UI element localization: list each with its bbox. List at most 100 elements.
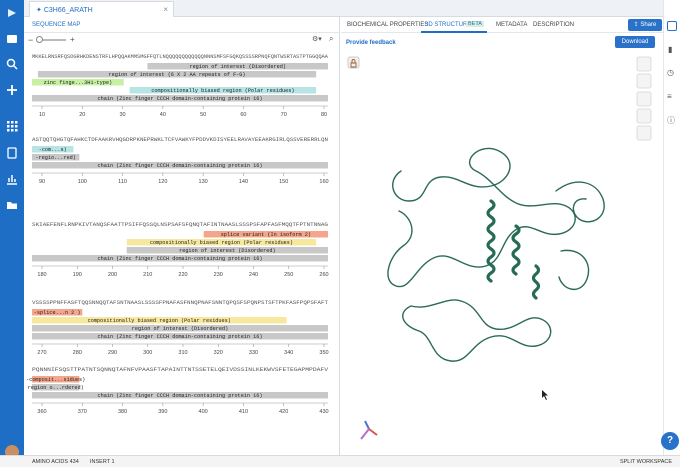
position-tick-label: 110 [118,179,127,185]
feature-label: region of interest (Disordered) [132,326,229,332]
position-tick-label: 290 [108,350,117,356]
properties-list-icon[interactable]: ≡ [667,92,672,101]
feature-label: compositionally biased region (Polar res… [151,88,294,94]
sequence-map-pane: SEQUENCE MAP − + ⚙▾ ⌕ MKKELRNSRFQSDGRHKD… [24,17,340,455]
download-button[interactable]: Download [615,36,655,48]
tab-description[interactable]: DESCRIPTION [533,22,575,28]
position-tick-label: 40 [160,112,166,118]
feature-annotation-grey[interactable] [126,247,328,254]
feature-annotation-grey[interactable] [32,392,328,399]
tab-metadata[interactable]: METADATA [496,22,528,28]
feature-annotation-grey[interactable] [32,384,80,391]
apps-grid-icon[interactable] [5,119,19,133]
notebook-icon[interactable] [5,146,19,160]
tab-biochemical-properties[interactable]: BIOCHEMICAL PROPERTIES [347,22,429,28]
focus-icon[interactable] [636,73,652,89]
protein-helices [486,199,541,300]
provide-feedback-link[interactable]: Provide feedback [346,40,396,46]
right-pane-tabs: BIOCHEMICAL PROPERTIES 3D STRUCTURE BETA… [341,17,663,33]
create-plus-icon[interactable] [5,83,19,97]
sequence-row: MKKELRNSRFQSDGRHKDENSTRFLHPQQAKMMSMGFFQT… [32,54,329,118]
feature-annotation-grey[interactable] [37,71,317,78]
feature-annotation-green[interactable] [32,79,124,86]
feature-annotation-teal[interactable] [32,146,74,153]
position-tick-label: 310 [178,350,187,356]
files-icon[interactable] [667,21,677,31]
lock-icon-glyph [350,59,357,68]
feature-label: region of interest (Disordered) [189,64,286,70]
inbox-icon[interactable] [5,32,19,46]
folder-icon[interactable] [5,198,19,212]
feature-label: chain (Zinc finger CCCH domain-containin… [98,96,263,102]
protein-backbone-loops [387,147,605,362]
feature-annotation-yellow[interactable] [126,239,317,246]
feature-annotation-yellow[interactable] [32,317,287,324]
help-button[interactable]: ? [661,432,679,450]
position-tick-label: 120 [158,179,167,185]
sequence-map-canvas[interactable]: MKKELRNSRFQSDGRHKDENSTRFLHPQQAKMMSMGFFQT… [24,51,340,451]
feature-annotation-salmon[interactable] [32,376,80,383]
close-tab-icon[interactable]: × [163,5,168,14]
position-tick-label: 10 [39,112,45,118]
feature-annotation-grey[interactable] [147,63,328,70]
sequence-toolbar: − + ⚙▾ ⌕ [24,33,339,47]
sequence-text: VSSSSPPNFFASFTQQSNNQQTAFSNTNAASLSSSSFPNA… [32,300,328,306]
feature-annotation-grey[interactable] [32,95,328,102]
position-tick-label: 390 [158,409,167,415]
select-pointer-icon[interactable] [636,125,652,141]
feature-annotation-salmon[interactable] [203,231,328,238]
position-tick-label: 20 [79,112,85,118]
tab-3d-structure[interactable]: 3D STRUCTURE [425,22,472,28]
zoom-slider-handle[interactable] [36,36,43,43]
position-tick-label: 210 [143,272,152,278]
feature-label: chain (Zinc finger CCCH domain-containin… [98,163,263,169]
document-tab-title: C3H66_ARATH [43,7,93,14]
position-tick-label: 230 [214,272,223,278]
left-nav-bar [0,0,24,467]
zoom-icon[interactable] [636,91,652,107]
zoom-in-button[interactable]: + [70,35,75,44]
protein-structure-model [387,147,605,362]
feature-annotation-teal[interactable] [129,87,317,94]
lock-icon[interactable] [347,56,360,69]
feature-annotation-grey[interactable] [32,154,80,161]
bookmark-icon[interactable]: ▮ [668,45,673,54]
insert-position: INSERT 1 [90,459,115,465]
share-button[interactable]: ⇪ Share [628,19,662,31]
position-tick-label: 250 [284,272,293,278]
position-tick-label: 410 [239,409,248,415]
feature-label: -composit...sidues) [26,377,85,383]
share-label: Share [640,22,657,28]
position-tick-label: 430 [319,409,328,415]
search-sequence-icon[interactable]: ⌕ [329,34,334,43]
viewer-control-stack [636,56,652,141]
sequence-map-tab[interactable]: SEQUENCE MAP [24,17,339,33]
reset-view-icon[interactable] [636,56,652,72]
feature-annotation-grey[interactable] [32,325,328,332]
split-workspace-button[interactable]: SPLIT WORKSPACE [619,459,672,465]
feature-label: -regio...red) [35,155,75,161]
benchling-logo-icon[interactable] [5,6,19,20]
feature-label: chain (Zinc finger CCCH domain-containin… [98,256,263,262]
search-icon[interactable] [5,57,19,71]
zoom-out-button[interactable]: − [28,35,34,45]
feature-label: chain (Zinc finger CCCH domain-containin… [98,334,263,340]
feature-annotation-salmon[interactable] [32,309,83,316]
3d-structure-viewer[interactable] [341,51,663,455]
sequence-row: VSSSSPPNFFASFTQQSNNQQTAFSNTNAASLSSSSFPNA… [32,300,329,356]
feature-label: region of interest (6 X 2 AA repeats of … [109,72,246,78]
info-icon[interactable]: ⓘ [667,116,675,125]
settings-gear-icon[interactable]: ⚙▾ [312,36,322,43]
right-tool-rail: ▮ ◷ ≡ ⓘ [663,0,680,455]
position-tick-label: 300 [143,350,152,356]
tab-3d-structure-underline [421,31,487,33]
history-clock-icon[interactable]: ◷ [667,68,674,77]
feature-annotation-grey[interactable] [32,162,328,169]
settings-icon[interactable] [636,108,652,124]
document-tab[interactable]: ✦ C3H66_ARATH × [29,1,174,17]
zoom-slider[interactable] [36,36,66,43]
feature-annotation-grey[interactable] [32,333,328,340]
analytics-chart-icon[interactable] [5,172,19,186]
feature-annotation-grey[interactable] [32,255,328,262]
